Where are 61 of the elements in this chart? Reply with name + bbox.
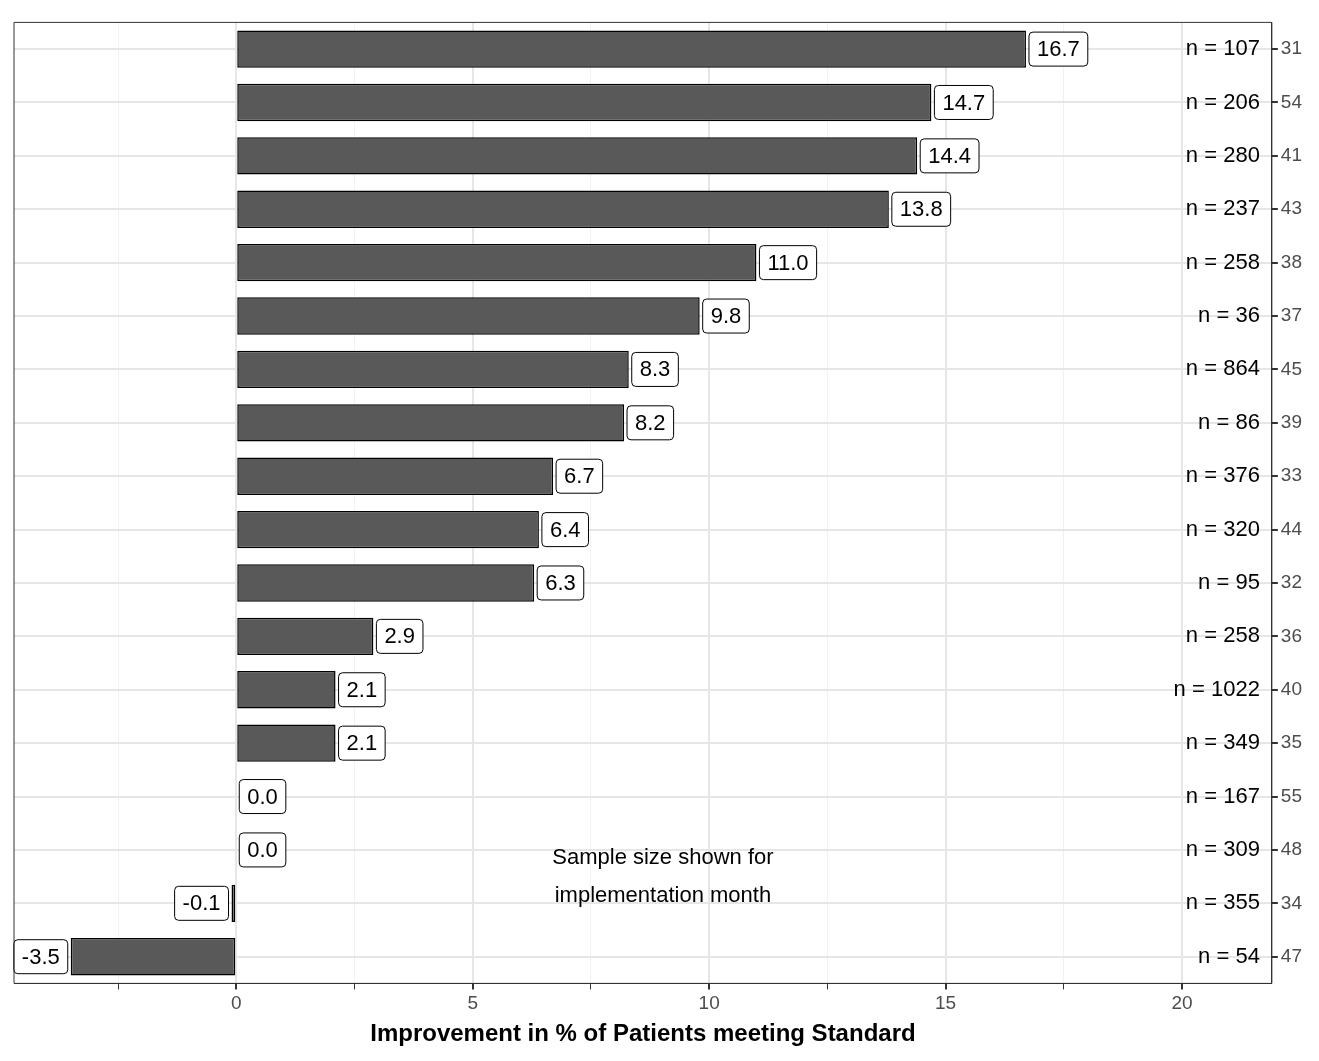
- annotation: n = 167: [1185, 782, 1260, 808]
- annotation: n = 206: [1185, 88, 1260, 114]
- y-tick-label: 43: [1280, 197, 1303, 219]
- y-tick-label: 32: [1280, 571, 1303, 593]
- annotation: n = 376: [1185, 462, 1260, 488]
- annotation: n = 309: [1185, 835, 1260, 861]
- annotation: n = 320: [1185, 515, 1260, 541]
- x-tick-label: 15: [935, 992, 957, 1014]
- y-tick-label: 36: [1280, 624, 1303, 646]
- x-tick-label: 20: [1171, 992, 1193, 1014]
- data-label: 8.3: [639, 356, 671, 382]
- data-label: 16.7: [1036, 36, 1080, 62]
- data-label: 2.1: [346, 730, 378, 756]
- annotation: n = 107: [1185, 35, 1260, 61]
- data-label: 2.1: [346, 676, 378, 702]
- data-label: 6.3: [545, 570, 576, 596]
- data-label: 13.8: [899, 196, 943, 222]
- x-tick-label: 10: [698, 992, 720, 1014]
- annotation: n = 36: [1198, 302, 1260, 328]
- y-tick-label: 54: [1280, 90, 1303, 112]
- x-tick-label: 0: [230, 992, 242, 1014]
- annotation: n = 95: [1198, 569, 1260, 595]
- annotation: n = 864: [1185, 355, 1260, 381]
- y-tick-label: 34: [1280, 891, 1303, 913]
- y-tick-label: 55: [1280, 784, 1303, 806]
- data-label: 6.7: [564, 463, 595, 489]
- data-label: 0.0: [247, 836, 278, 862]
- y-tick-label: 48: [1280, 838, 1303, 860]
- annotation: Sample size shown for implementation month: [552, 843, 774, 907]
- annotation: n = 54: [1198, 942, 1260, 968]
- y-tick-label: 44: [1280, 517, 1303, 539]
- y-tick-label: 33: [1280, 464, 1303, 486]
- data-label: 11.0: [767, 249, 809, 275]
- y-tick-label: 37: [1280, 304, 1303, 326]
- data-label: 14.7: [942, 89, 986, 115]
- annotation: n = 258: [1185, 622, 1260, 648]
- data-label: -3.5: [21, 943, 60, 969]
- annotation: n = 280: [1185, 141, 1260, 167]
- data-label: 0.0: [247, 783, 278, 809]
- annotation: n = 258: [1185, 248, 1260, 274]
- y-tick-label: 35: [1280, 731, 1303, 753]
- annotation: n = 1022: [1173, 675, 1260, 701]
- data-label: -0.1: [182, 890, 221, 916]
- y-tick-label: 38: [1280, 250, 1303, 272]
- data-label: 14.4: [928, 142, 972, 168]
- data-label: 2.9: [384, 623, 415, 649]
- y-tick-label: 39: [1280, 411, 1303, 433]
- y-tick-label: 31: [1280, 37, 1303, 59]
- annotation: n = 86: [1198, 408, 1260, 434]
- data-label: 9.8: [710, 303, 742, 329]
- annotation: n = 349: [1185, 729, 1260, 755]
- y-tick-label: 41: [1280, 144, 1303, 166]
- x-tick-label: 5: [467, 992, 478, 1014]
- data-label: 8.2: [635, 409, 666, 435]
- annotation: n = 355: [1185, 889, 1260, 915]
- x-axis-title: Improvement in % of Patients meeting Standard: [370, 1019, 916, 1047]
- y-tick-label: 45: [1280, 357, 1303, 379]
- data-label: 6.4: [549, 516, 581, 542]
- y-tick-label: 40: [1280, 678, 1303, 699]
- y-tick-label: 47: [1280, 944, 1303, 966]
- annotation: n = 237: [1185, 195, 1260, 221]
